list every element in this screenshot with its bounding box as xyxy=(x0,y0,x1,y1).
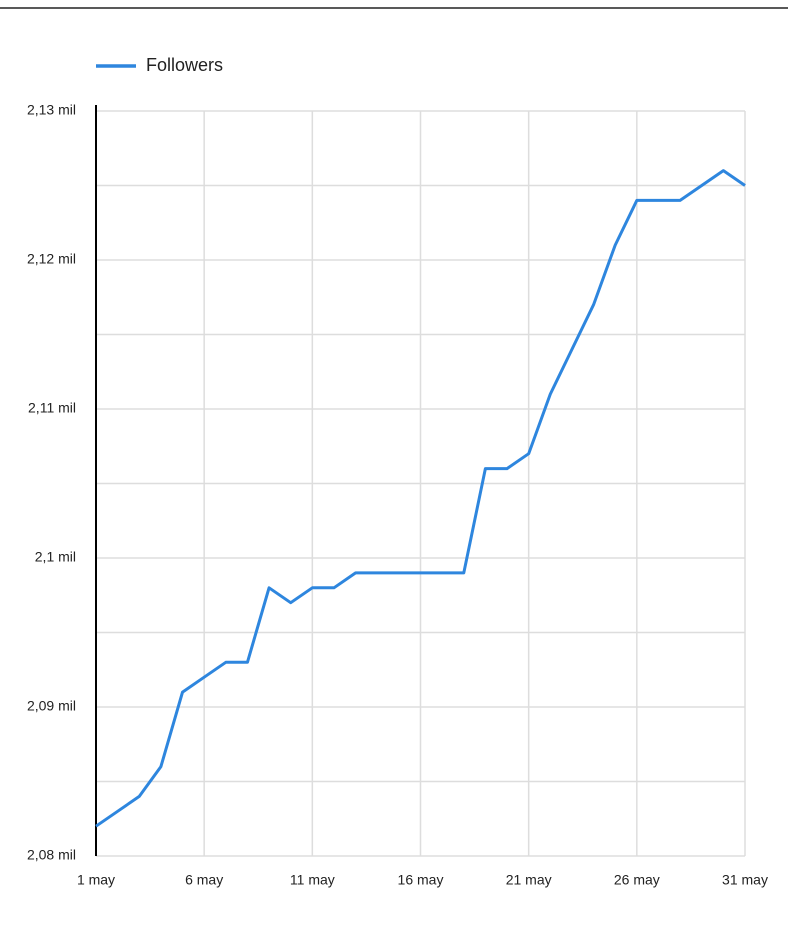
x-tick-label: 31 may xyxy=(722,872,768,888)
y-tick-label: 2,13 mil xyxy=(27,102,76,118)
y-tick-label: 2,12 mil xyxy=(27,251,76,267)
y-tick-label: 2,09 mil xyxy=(27,698,76,714)
x-tick-label: 21 may xyxy=(506,872,552,888)
y-tick-label: 2,1 mil xyxy=(35,549,76,565)
y-tick-label: 2,08 mil xyxy=(27,847,76,863)
x-tick-label: 6 may xyxy=(185,872,223,888)
x-tick-label: 26 may xyxy=(614,872,660,888)
y-tick-label: 2,11 mil xyxy=(28,400,76,416)
x-tick-label: 1 may xyxy=(77,872,115,888)
line-series xyxy=(95,169,746,828)
x-tick-label: 16 may xyxy=(398,872,444,888)
legend-label: Followers xyxy=(146,55,223,75)
x-tick-label: 11 may xyxy=(290,872,335,888)
